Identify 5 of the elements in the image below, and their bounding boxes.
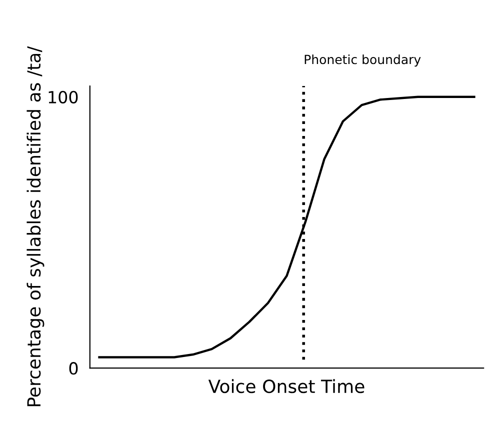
text: Phonetic boundary bbox=[304, 54, 421, 67]
x-axis-title: Voice Onset Time bbox=[208, 379, 364, 394]
y-tick-label: 100 bbox=[48, 90, 78, 104]
y-axis-title: Percentage of syllables identified as /ta/ bbox=[26, 46, 44, 406]
y-tick-label: 0 bbox=[69, 362, 78, 375]
